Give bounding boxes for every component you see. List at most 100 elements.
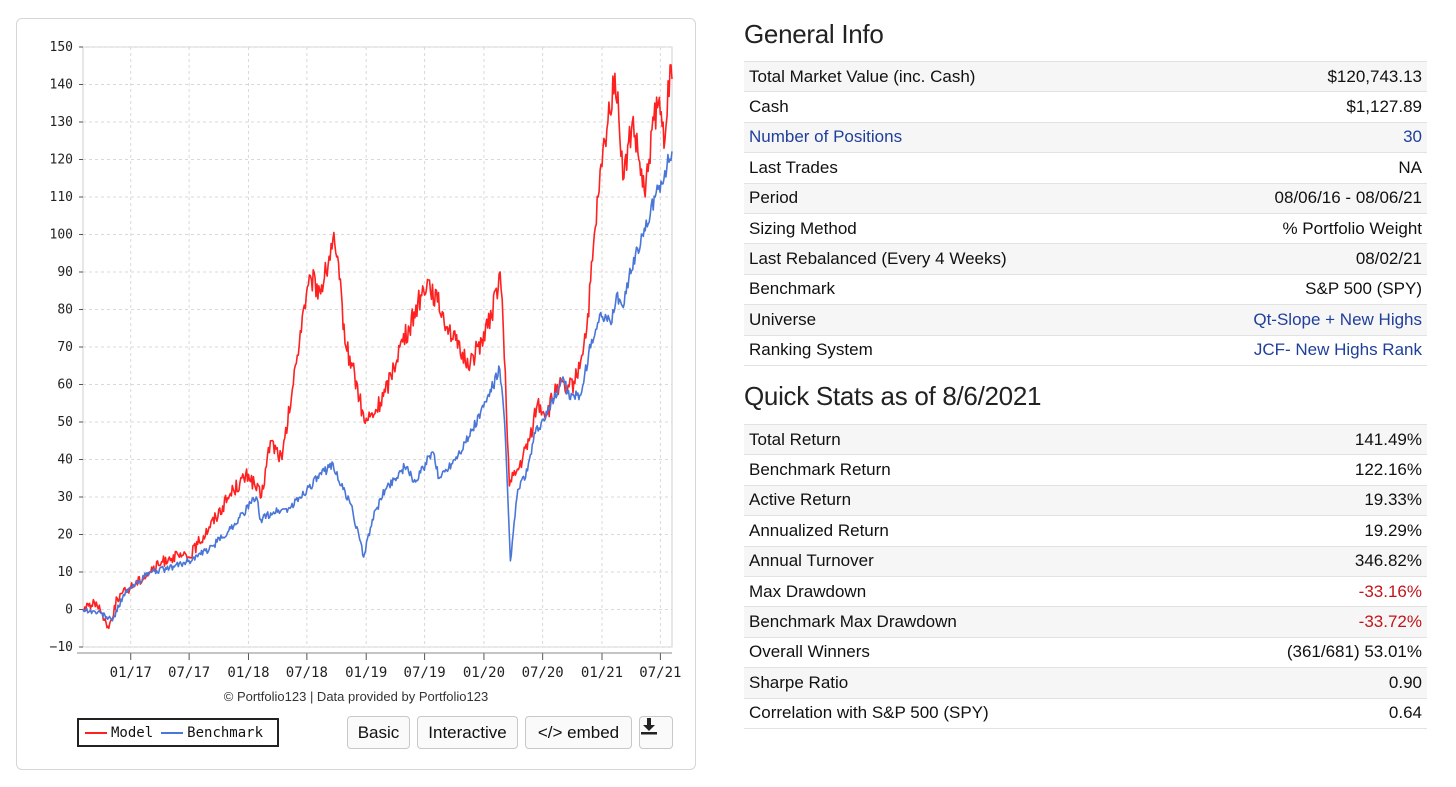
row-label: Correlation with S&P 500 (SPY) <box>744 697 1176 729</box>
row-label: Total Return <box>744 423 1176 455</box>
row-value[interactable]: JCF- New Highs Rank <box>1153 334 1427 366</box>
row-label: Benchmark Max Drawdown <box>744 606 1176 638</box>
row-value: 122.16% <box>1175 454 1427 486</box>
x-tick-label: 07/20 <box>522 665 564 681</box>
table-row: Universe Qt-Slope + New Highs <box>744 304 1427 336</box>
table-row: Ranking System JCF- New Highs Rank <box>744 334 1427 366</box>
y-tick-label: 90 <box>57 265 73 280</box>
download-button[interactable] <box>639 716 673 749</box>
legend-label-model: Model <box>111 724 154 741</box>
x-tick-label: 07/19 <box>404 665 446 681</box>
row-label: Last Trades <box>744 152 1154 184</box>
row-value: -33.72% <box>1175 606 1427 638</box>
x-tick-label: 07/21 <box>639 665 681 681</box>
row-value: 19.33% <box>1175 484 1427 516</box>
table-row: Period 08/06/16 - 08/06/21 <box>744 182 1427 214</box>
row-value: 19.29% <box>1175 515 1427 547</box>
y-tick-label: 0 <box>65 603 73 618</box>
chart-credit: © Portfolio123 | Data provided by Portfo… <box>223 689 489 704</box>
row-label: Overall Winners <box>744 636 1176 668</box>
chart-legend: Model Benchmark <box>77 718 279 747</box>
table-row: Overall Winners (361/681) 53.01% <box>744 636 1427 668</box>
general-info-table: Total Market Value (inc. Cash) $120,743.1… <box>744 60 1427 366</box>
y-tick-label: 40 <box>57 453 73 468</box>
table-row: Cash $1,127.89 <box>744 91 1427 123</box>
row-label: Period <box>744 182 1154 214</box>
row-value: 0.64 <box>1175 697 1427 729</box>
table-row: Last Trades NA <box>744 152 1427 184</box>
row-label: Active Return <box>744 484 1176 516</box>
y-tick-label: 50 <box>57 415 73 430</box>
row-value: NA <box>1153 152 1427 184</box>
x-tick-label: 01/21 <box>581 665 623 681</box>
y-tick-label: 10 <box>57 565 73 580</box>
legend-swatch-benchmark <box>161 731 184 734</box>
y-tick-label: 60 <box>57 378 73 393</box>
table-row: Annualized Return 19.29% <box>744 515 1427 547</box>
quick-stats-table: Total Return 141.49% Benchmark Return 122.1… <box>744 423 1427 729</box>
row-value: $1,127.89 <box>1153 91 1427 123</box>
table-row: Total Market Value (inc. Cash) $120,743.1… <box>744 60 1427 92</box>
interactive-button[interactable]: Interactive <box>417 716 518 749</box>
y-tick-label: 30 <box>57 490 73 505</box>
table-row: Annual Turnover 346.82% <box>744 545 1427 577</box>
legend-item-benchmark[interactable]: Benchmark <box>161 725 263 741</box>
row-label: Max Drawdown <box>744 575 1176 607</box>
legend-item-model[interactable]: Model <box>85 725 153 741</box>
y-tick-label: 140 <box>50 78 73 93</box>
y-tick-label: 120 <box>50 153 73 168</box>
row-value: (361/681) 53.01% <box>1175 636 1427 668</box>
row-value[interactable]: 30 <box>1153 121 1427 153</box>
row-label: Annual Turnover <box>744 545 1176 577</box>
table-row: Total Return 141.49% <box>744 423 1427 455</box>
series-line-benchmark <box>82 151 673 622</box>
table-row: Benchmark Max Drawdown -33.72% <box>744 606 1427 638</box>
x-tick-label: 01/19 <box>345 665 387 681</box>
performance-chart: 1501401301201101009080706050403020100−10… <box>50 40 682 681</box>
x-tick-label: 01/20 <box>463 665 505 681</box>
row-label: Annualized Return <box>744 515 1176 547</box>
table-row: Benchmark S&P 500 (SPY) <box>744 273 1427 305</box>
row-label: Cash <box>744 91 1154 123</box>
quick-stats-title: Quick Stats as of 8/6/2021 <box>744 381 1042 411</box>
basic-button[interactable]: Basic <box>347 716 410 749</box>
row-label: Universe <box>744 304 1154 336</box>
table-row: Sharpe Ratio 0.90 <box>744 667 1427 699</box>
x-tick-label: 07/17 <box>168 665 210 681</box>
row-value: S&P 500 (SPY) <box>1153 273 1427 305</box>
legend-label-benchmark: Benchmark <box>187 724 264 741</box>
row-value: 0.90 <box>1175 667 1427 699</box>
table-row: Active Return 19.33% <box>744 484 1427 516</box>
row-value: 08/06/16 - 08/06/21 <box>1153 182 1427 214</box>
row-label[interactable]: Number of Positions <box>744 121 1154 153</box>
y-tick-label: −10 <box>50 640 73 655</box>
quick-stats-section: Quick Stats as of 8/6/2021 Total Return 1… <box>744 378 1427 729</box>
general-info-section: General Info Total Market Value (inc. Ca… <box>744 16 1427 366</box>
row-value[interactable]: Qt-Slope + New Highs <box>1153 304 1427 336</box>
table-row: Correlation with S&P 500 (SPY) 0.64 <box>744 697 1427 729</box>
table-row: Sizing Method% Portfolio Weight <box>744 212 1427 244</box>
y-tick-label: 70 <box>57 340 73 355</box>
row-value: 346.82% <box>1175 545 1427 577</box>
table-row: Last Rebalanced (Every 4 Weeks) 08/02/21 <box>744 243 1427 275</box>
row-label: Ranking System <box>744 334 1154 366</box>
y-tick-label: 110 <box>50 190 73 205</box>
row-label: Sizing Method <box>744 212 1154 244</box>
table-row: Max Drawdown -33.16% <box>744 575 1427 607</box>
table-row: Benchmark Return 122.16% <box>744 454 1427 486</box>
series-line-model <box>82 64 673 630</box>
x-tick-label: 07/18 <box>286 665 328 681</box>
embed-button[interactable]: </> embed <box>525 716 632 749</box>
y-tick-label: 100 <box>50 228 73 243</box>
download-icon <box>641 718 657 735</box>
chart-panel: 150 140 130 120 110 100 90 80 70 60 50 40 30 20 10 0 −10… <box>16 18 696 770</box>
y-tick-label: 130 <box>50 115 73 130</box>
x-tick-label: 01/18 <box>227 665 269 681</box>
row-value: -33.16% <box>1175 575 1427 607</box>
y-tick-label: 80 <box>57 303 73 318</box>
row-value: $120,743.13 <box>1153 60 1427 92</box>
y-tick-label: 150 <box>50 40 73 55</box>
row-label: Total Market Value (inc. Cash) <box>744 60 1154 92</box>
row-label: Last Rebalanced (Every 4 Weeks) <box>744 243 1154 275</box>
row-value: 141.49% <box>1175 423 1427 455</box>
